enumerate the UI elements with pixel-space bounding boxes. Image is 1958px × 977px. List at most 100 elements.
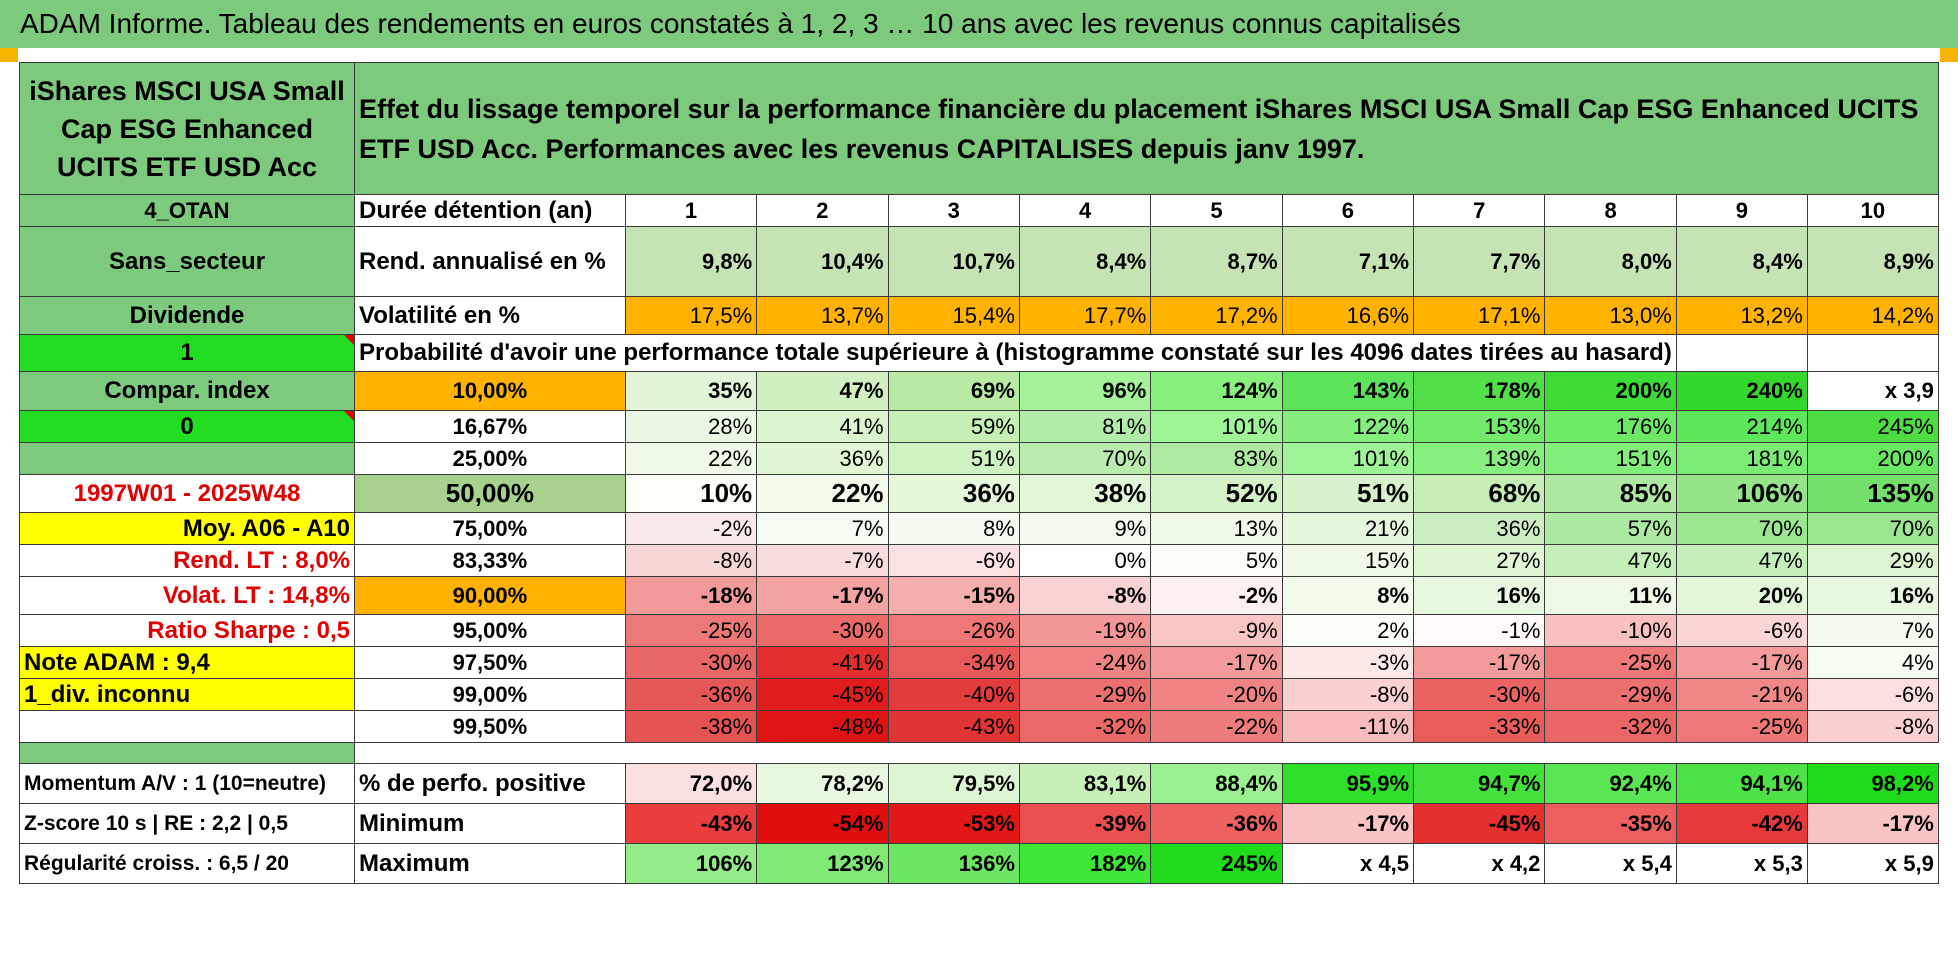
adam-score: Note ADAM : 9,4 [19, 646, 355, 679]
quantile-value: 16% [1806, 576, 1939, 615]
quantile-value: 85% [1544, 474, 1677, 513]
annual-return-header: Rend. annualisé en % [354, 226, 626, 297]
quantile-label: 99,00% [354, 678, 626, 711]
annual-return-cell: 10,7% [887, 226, 1020, 297]
stat-value: -42% [1675, 803, 1808, 844]
quantile-value: 70% [1675, 512, 1808, 545]
quantile-value: 21% [1281, 512, 1415, 545]
minimum-header: Minimum [354, 803, 626, 844]
corner-marker-left [0, 48, 18, 62]
year-header: 10 [1806, 194, 1939, 227]
quantile-value: 38% [1018, 474, 1152, 513]
quantile-value: -17% [1675, 646, 1808, 679]
quantile-value: 151% [1544, 442, 1677, 475]
stat-value: -36% [1150, 803, 1283, 844]
quantile-value: -17% [1413, 646, 1546, 679]
stat-value: 94,1% [1675, 763, 1808, 804]
quantile-value: 135% [1806, 474, 1939, 513]
quantile-value: -41% [756, 646, 889, 679]
quantile-value: -38% [624, 710, 758, 743]
year-header: 8 [1544, 194, 1677, 227]
probability-header: Probabilité d'avoir une performance tota… [354, 334, 1677, 372]
quantile-value: 36% [887, 474, 1020, 513]
quantile-value: 153% [1413, 410, 1546, 443]
quantile-value: -1% [1413, 614, 1546, 647]
quantile-value: -18% [624, 576, 758, 615]
quantile-value: 245% [1806, 410, 1939, 443]
quantile-value: -26% [887, 614, 1020, 647]
report-title: ADAM Informe. Tableau des rendements en … [0, 0, 1958, 48]
quantile-value: 52% [1150, 474, 1283, 513]
quantile-value: -6% [1806, 678, 1939, 711]
quantile-value: -8% [1018, 576, 1152, 615]
stat-value: x 4,2 [1413, 843, 1546, 884]
sharpe-ratio: Ratio Sharpe : 0,5 [19, 614, 355, 647]
quantile-value: x 3,9 [1806, 371, 1939, 411]
quantile-value: 9% [1018, 512, 1152, 545]
stat-value: x 5,4 [1544, 843, 1677, 884]
quantile-value: 176% [1544, 410, 1677, 443]
year-header: 7 [1413, 194, 1546, 227]
average-label: Moy. A06 - A10 [19, 512, 355, 545]
quantile-value: 4% [1806, 646, 1939, 679]
quantile-label: 83,33% [354, 544, 626, 577]
volatility-cell: 17,5% [624, 296, 758, 335]
quantile-row: Rend. LT : 8,0% 83,33% -8% -7% -6% 0% 5% 15% 2… [19, 544, 1939, 577]
quantile-value: 69% [887, 371, 1020, 411]
quantile-value: 20% [1675, 576, 1808, 615]
quantile-value: -17% [756, 576, 889, 615]
quantile-row: Compar. index 10,00% 35% 47% 69% 96% 124% 143… [19, 371, 1939, 411]
quantile-value: -21% [1675, 678, 1808, 711]
quantile-value: -32% [1018, 710, 1152, 743]
stat-value: 245% [1150, 843, 1283, 884]
year-header: 6 [1281, 194, 1415, 227]
stat-value: -53% [887, 803, 1020, 844]
quantile-value: 8% [887, 512, 1020, 545]
period-label: 1997W01 - 2025W48 [19, 474, 355, 513]
quantile-value: -6% [887, 544, 1020, 577]
quantile-value: -30% [1413, 678, 1546, 711]
stat-value: x 5,9 [1806, 843, 1939, 884]
stat-value: 79,5% [887, 763, 1020, 804]
volatility-cell: 16,6% [1281, 296, 1415, 335]
stats-row: Momentum A/V : 1 (10=neutre) % de perfo.… [19, 763, 1939, 804]
positive-header: % de perfo. positive [354, 763, 626, 804]
quantile-value: 11% [1544, 576, 1677, 615]
quantile-value: 28% [624, 410, 758, 443]
quantile-value: 41% [756, 410, 889, 443]
quantile-value: 36% [1413, 512, 1546, 545]
quantile-value: -2% [1150, 576, 1283, 615]
long-term-volatility: Volat. LT : 14,8% [19, 576, 355, 615]
quantile-value: 59% [887, 410, 1020, 443]
stat-value: 95,9% [1281, 763, 1415, 804]
quantile-row: 0 16,67% 28% 41% 59% 81% 101% 122% 153% 176% 214… [19, 410, 1939, 443]
quantile-label: 90,00% [354, 576, 626, 615]
annual-return-cell: 7,7% [1413, 226, 1546, 297]
quantile-row: Note ADAM : 9,4 97,50% -30% -41% -34% -24% -… [19, 646, 1939, 679]
quantile-value: 124% [1150, 371, 1283, 411]
year-header: 5 [1150, 194, 1283, 227]
quantile-value: -30% [624, 646, 758, 679]
quantile-label: 10,00% [354, 371, 626, 411]
flag-0: 0 [19, 410, 355, 443]
quantile-label: 99,50% [354, 710, 626, 743]
stat-value: -17% [1281, 803, 1415, 844]
quantile-value: 143% [1281, 371, 1415, 411]
year-header: 1 [624, 194, 758, 227]
momentum-label: Momentum A/V : 1 (10=neutre) [19, 763, 355, 804]
spacer-cell [19, 742, 355, 764]
quantile-value: 106% [1675, 474, 1808, 513]
quantile-value: 139% [1413, 442, 1546, 475]
quantile-value: 101% [1150, 410, 1283, 443]
volatility-cell: 17,7% [1018, 296, 1152, 335]
quantile-value: 22% [756, 474, 889, 513]
quantile-value: -11% [1281, 710, 1415, 743]
dividend-unknown: 1_div. inconnu [19, 678, 355, 711]
empty-cell [1806, 334, 1939, 372]
annual-return-cell: 9,8% [624, 226, 758, 297]
quantile-row: Moy. A06 - A10 75,00% -2% 7% 8% 9% 13% 21% 36%… [19, 512, 1939, 545]
quantile-value: 83% [1150, 442, 1283, 475]
quantile-value: 0% [1018, 544, 1152, 577]
quantile-value: 200% [1806, 442, 1939, 475]
quantile-value: -43% [887, 710, 1020, 743]
